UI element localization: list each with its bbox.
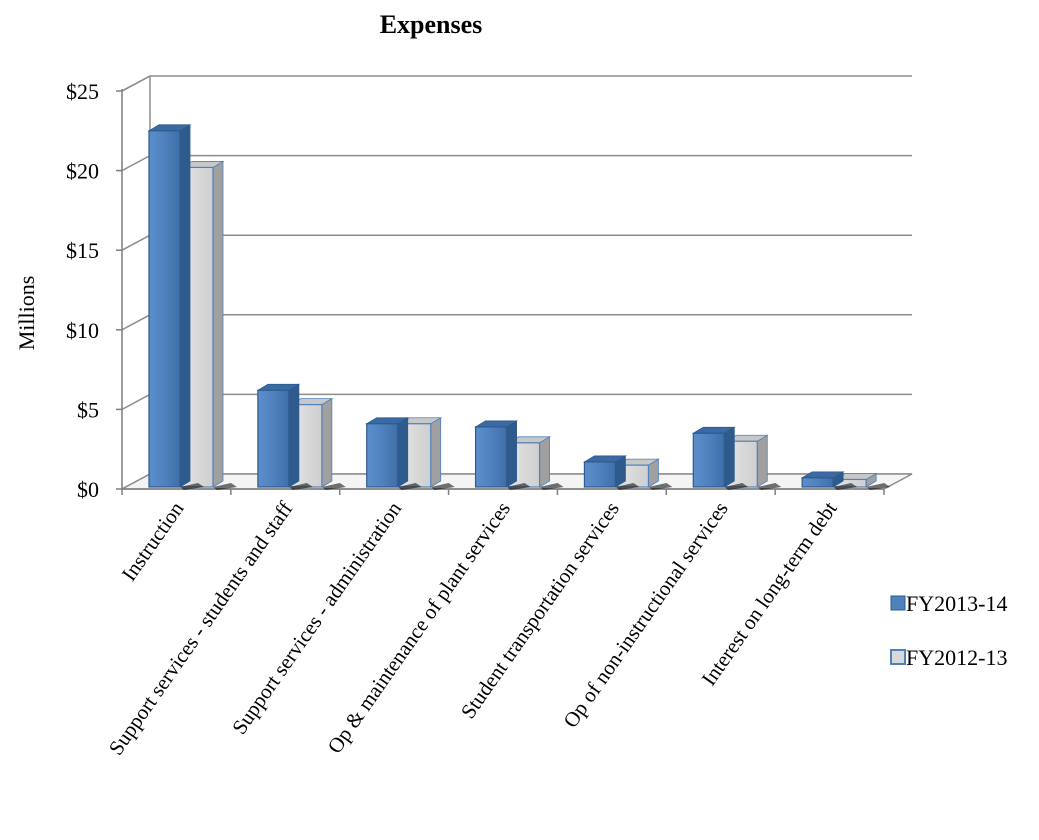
bar-shadow — [213, 483, 237, 490]
bar-FY2013-14-0 — [147, 124, 204, 490]
bar-FY2013-14-5 — [691, 426, 749, 490]
plot-axes — [116, 89, 885, 495]
bar-shadow — [397, 483, 422, 490]
bar-shadow — [430, 483, 455, 490]
y-tick-label: $15 — [66, 238, 99, 263]
bar-FY2013-14-4 — [582, 455, 640, 490]
bar-shadow — [615, 483, 640, 490]
bar-shadow — [288, 483, 313, 490]
y-tick-label: $20 — [66, 159, 99, 184]
side-gridline — [121, 234, 151, 251]
bar-FY2013-14-1 — [256, 383, 313, 490]
plot-back-wall — [121, 75, 913, 490]
bar-side-face — [397, 417, 409, 488]
y-tick-label: $10 — [66, 318, 99, 343]
bar-front-face — [257, 389, 290, 488]
chart-title: Expenses — [380, 10, 483, 39]
bar-front-face — [801, 477, 834, 488]
bar-front-face — [148, 130, 181, 488]
bar-shadow — [866, 483, 891, 490]
bar-side-face — [506, 420, 517, 488]
side-gridline — [121, 154, 151, 172]
bar-FY2013-14-2 — [365, 417, 422, 490]
side-gridline — [121, 393, 151, 411]
y-axis-label: Millions — [14, 276, 39, 351]
bar-shadow — [648, 483, 673, 490]
legend-label: FY2012-13 — [906, 645, 1007, 670]
y-tick-label: $5 — [77, 397, 99, 422]
side-gridline — [121, 314, 151, 331]
legend-swatch — [890, 595, 906, 611]
bar-shadow — [757, 483, 782, 490]
y-tick-label: $0 — [77, 477, 99, 502]
legend-swatch — [890, 649, 906, 665]
bars-layer — [147, 124, 891, 490]
bar-FY2013-14-6 — [800, 471, 858, 490]
bar-front-face — [583, 461, 617, 488]
bar-shadow — [724, 483, 749, 490]
bar-side-face — [288, 383, 300, 488]
bar-side-face — [321, 397, 333, 488]
bar-front-face — [692, 432, 725, 488]
bar-shadow — [506, 483, 531, 490]
bar-FY2013-14-3 — [474, 420, 531, 490]
bar-side-face — [430, 417, 442, 488]
legend-label: FY2013-14 — [906, 591, 1007, 616]
category-label: Instruction — [117, 497, 189, 586]
bar-front-face — [474, 426, 508, 488]
bar-shadow — [833, 483, 858, 490]
bar-side-face — [179, 124, 191, 488]
bar-front-face — [366, 423, 399, 488]
bar-side-face — [539, 436, 550, 488]
legend: FY2013-14 FY2012-13 — [890, 591, 1007, 670]
y-tick-label: $25 — [66, 79, 99, 104]
bar-side-face — [723, 426, 735, 488]
bar-shadow — [321, 483, 346, 490]
bar-side-face — [212, 160, 224, 488]
side-gridline — [121, 75, 151, 92]
bar-shadow — [539, 483, 564, 490]
bar-shadow — [180, 483, 204, 490]
category-label: Op & maintenance of plant services — [323, 497, 516, 758]
y-tick-labels: $0 $5 $10 $15 $20 $25 — [66, 79, 99, 502]
category-label: Support services - students and staff — [104, 497, 298, 759]
bar-side-face — [756, 434, 768, 488]
